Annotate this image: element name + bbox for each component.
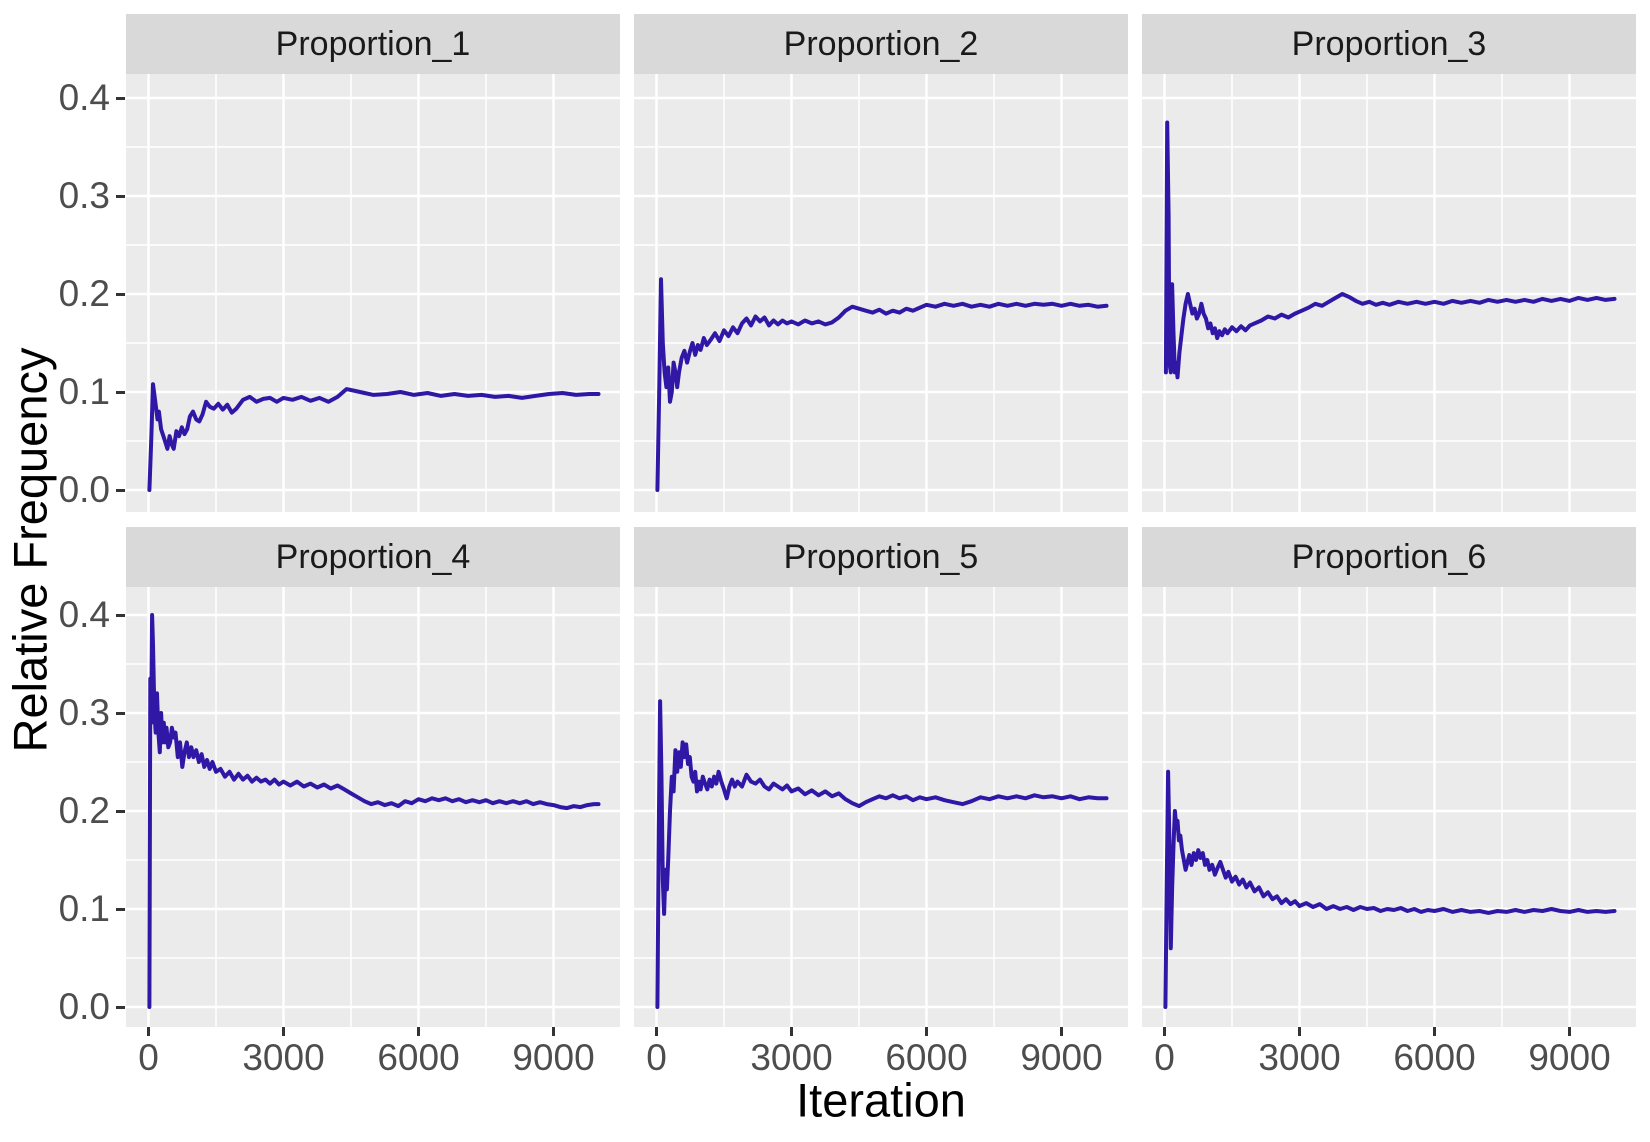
facet-panel	[634, 74, 1128, 512]
facet-plot-area	[634, 74, 1128, 512]
x-tick-mark	[552, 1027, 555, 1036]
trace-line	[1163, 120, 1617, 380]
facet-plot-area	[634, 587, 1128, 1027]
facet-strip: Proportion_5	[634, 527, 1128, 587]
x-tick-label: 3000	[1258, 1037, 1341, 1078]
facet-strip: Proportion_1	[126, 14, 620, 74]
y-tick-mark	[116, 711, 125, 715]
facet-panel	[126, 74, 620, 512]
x-tick-mark	[1298, 1027, 1301, 1036]
x-tick-mark	[282, 1027, 285, 1036]
x-tick-label: 9000	[1528, 1037, 1611, 1078]
y-tick-label: 0.4	[58, 594, 110, 635]
trace-line	[1163, 769, 1617, 1009]
y-tick-mark	[116, 96, 125, 100]
y-tick-label: 0.2	[58, 273, 110, 314]
facet-plot-area	[126, 74, 620, 512]
facet-panel	[1142, 74, 1636, 512]
y-tick-label: 0.0	[58, 469, 110, 510]
y-tick-mark	[116, 194, 125, 198]
x-tick-mark	[417, 1027, 420, 1036]
facet-strip-label: Proportion_1	[275, 24, 471, 63]
y-tick-label: 0.1	[58, 371, 110, 412]
y-tick-label: 0.3	[58, 175, 110, 216]
trace-line	[147, 382, 601, 492]
facet-strip: Proportion_6	[1142, 527, 1636, 587]
facet-plot-area	[1142, 587, 1636, 1027]
facet-strip-label: Proportion_3	[1291, 24, 1487, 63]
y-tick-label: 0.1	[58, 888, 110, 929]
panel-background	[126, 587, 620, 1027]
facet-strip-label: Proportion_2	[783, 24, 979, 63]
x-tick-label: 0	[138, 1037, 159, 1078]
x-tick-mark	[655, 1027, 658, 1036]
x-tick-label: 6000	[885, 1037, 968, 1078]
y-tick-mark	[116, 488, 125, 492]
x-tick-mark	[1060, 1027, 1063, 1036]
y-tick-mark	[116, 292, 125, 296]
x-tick-label: 9000	[512, 1037, 595, 1078]
trace-line	[655, 277, 1109, 492]
x-axis-title: Iteration	[796, 1073, 966, 1127]
facet-strip: Proportion_3	[1142, 14, 1636, 74]
facet-plot-area	[126, 587, 620, 1027]
y-tick-label: 0.3	[58, 692, 110, 733]
x-tick-mark	[790, 1027, 793, 1036]
facet-strip: Proportion_2	[634, 14, 1128, 74]
x-tick-label: 9000	[1020, 1037, 1103, 1078]
y-tick-mark	[116, 390, 125, 394]
y-tick-mark	[116, 809, 125, 813]
x-tick-label: 3000	[242, 1037, 325, 1078]
x-tick-mark	[925, 1027, 928, 1036]
trace-line	[655, 699, 1109, 1009]
x-tick-label: 6000	[377, 1037, 460, 1078]
x-tick-mark	[1433, 1027, 1436, 1036]
facet-strip-label: Proportion_4	[275, 537, 471, 576]
y-tick-label: 0.2	[58, 790, 110, 831]
facet-strip: Proportion_4	[126, 527, 620, 587]
panel-background	[1142, 587, 1636, 1027]
y-tick-mark	[116, 907, 125, 911]
facet-panel	[126, 587, 620, 1027]
y-tick-mark	[116, 613, 125, 617]
facet-strip-label: Proportion_5	[783, 537, 979, 576]
x-tick-label: 0	[646, 1037, 667, 1078]
x-tick-mark	[1568, 1027, 1571, 1036]
facet-plot-area	[1142, 74, 1636, 512]
x-tick-label: 6000	[1393, 1037, 1476, 1078]
facet-strip-label: Proportion_6	[1291, 537, 1487, 576]
y-tick-mark	[116, 1005, 125, 1009]
trace-line	[147, 613, 601, 1009]
facet-panel	[1142, 587, 1636, 1027]
panel-background	[634, 587, 1128, 1027]
y-tick-label: 0.0	[58, 986, 110, 1027]
facet-panel	[634, 587, 1128, 1027]
y-tick-label: 0.4	[58, 77, 110, 118]
x-tick-mark	[1163, 1027, 1166, 1036]
x-tick-label: 3000	[750, 1037, 833, 1078]
x-tick-label: 0	[1154, 1037, 1175, 1078]
x-tick-mark	[147, 1027, 150, 1036]
